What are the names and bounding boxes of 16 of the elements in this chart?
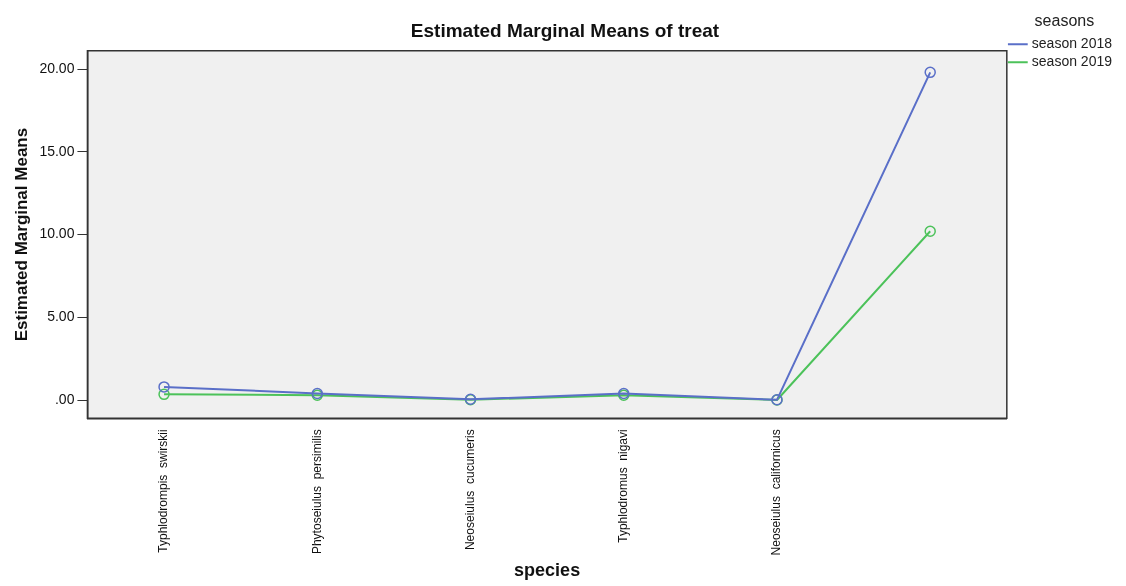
- legend-label: season 2018: [1031, 35, 1113, 52]
- y-tick-label: 20.00: [39, 59, 75, 76]
- chart-title: Estimated Marginal Means of treat: [410, 19, 720, 41]
- y-tick-label: 15.00: [39, 142, 75, 159]
- y-tick-label: 5.00: [47, 308, 75, 325]
- x-tick-label: Phytoseiulus persimilis: [309, 429, 324, 555]
- x-axis-title: species: [514, 560, 581, 581]
- y-tick-label: .00: [54, 390, 75, 407]
- x-tick-label: Typhlodrompis swirskii: [156, 429, 171, 553]
- legend-title: seasons: [1034, 12, 1095, 30]
- x-tick-label: Typhlodromus nigavi: [616, 429, 631, 543]
- legend-label: season 2019: [1031, 53, 1113, 70]
- y-tick-label: 10.00: [39, 225, 75, 242]
- y-axis-title: Estimated Marginal Means: [11, 127, 31, 342]
- x-tick-label: Neoseiulus californicus: [769, 429, 784, 556]
- x-tick-label: Neoseiulus cucumeris: [462, 429, 477, 551]
